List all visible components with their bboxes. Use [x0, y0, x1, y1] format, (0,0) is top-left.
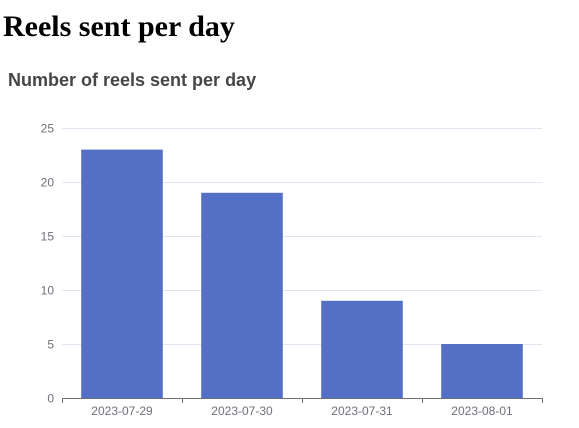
- y-tick-label: 25: [41, 122, 55, 136]
- y-tick-label: 0: [47, 392, 54, 406]
- x-tick-label: 2023-07-31: [331, 404, 393, 418]
- chart-title: Number of reels sent per day: [8, 70, 257, 90]
- x-tick-label: 2023-07-30: [211, 404, 273, 418]
- y-tick-label: 15: [41, 230, 55, 244]
- x-tick-label: 2023-08-01: [451, 404, 513, 418]
- bar: [201, 192, 283, 398]
- bar: [81, 149, 163, 398]
- x-tick-label: 2023-07-29: [91, 404, 153, 418]
- page-title: Reels sent per day: [3, 10, 235, 43]
- bar: [321, 300, 403, 398]
- bar: [441, 344, 523, 398]
- y-tick-label: 5: [47, 338, 54, 352]
- y-tick-label: 20: [41, 176, 55, 190]
- y-tick-label: 10: [41, 284, 55, 298]
